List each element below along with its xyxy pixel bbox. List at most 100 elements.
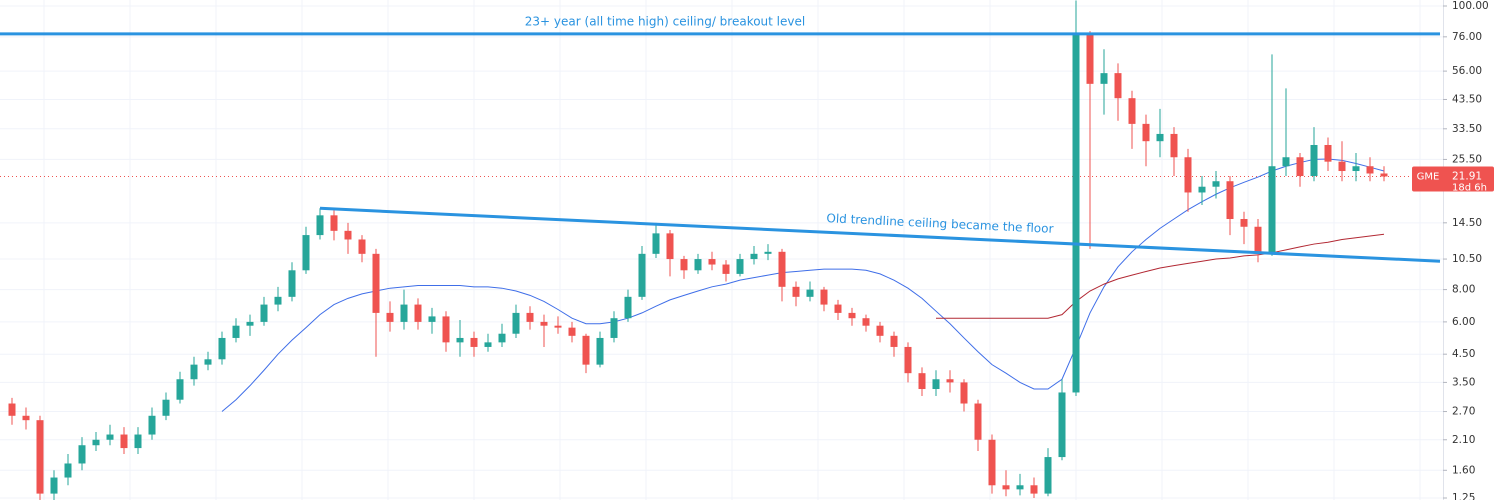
candle-body — [1254, 226, 1262, 254]
candle-body — [1044, 457, 1052, 494]
candle-body — [1058, 392, 1066, 458]
candle-body — [848, 312, 856, 319]
y-tick-label: 25.50 — [1452, 153, 1482, 165]
y-tick-label: 4.50 — [1452, 348, 1475, 360]
candle-body — [792, 286, 800, 297]
candle-body — [204, 359, 212, 365]
candle-body — [1100, 73, 1108, 84]
candle-body — [960, 382, 968, 404]
candle-body — [694, 259, 702, 271]
candle-body — [736, 259, 744, 274]
y-tick-label: 10.50 — [1452, 253, 1482, 265]
candle-body — [946, 379, 954, 383]
candle-body — [36, 420, 44, 494]
candle-body — [1296, 157, 1304, 177]
candle-body — [344, 230, 352, 240]
candle-body — [764, 251, 772, 254]
candle-body — [50, 477, 58, 494]
moving-average — [221, 158, 1385, 412]
candle-body — [8, 403, 16, 416]
candle-body — [820, 289, 828, 305]
y-tick-label: 56.00 — [1452, 65, 1482, 77]
candle-body — [1352, 166, 1360, 172]
candle-body — [624, 296, 632, 319]
candle-body — [722, 264, 730, 274]
candle-body — [890, 335, 898, 347]
candle-body — [162, 399, 170, 416]
candle-body — [1114, 73, 1122, 99]
candle-body — [932, 379, 940, 390]
candle-body — [218, 337, 226, 360]
candle-body — [834, 304, 842, 313]
candle-body — [1142, 123, 1150, 142]
symbol-label: GME — [1417, 171, 1440, 182]
candle-body — [1212, 181, 1220, 187]
candle-body — [1128, 98, 1136, 124]
candle-body — [988, 439, 996, 486]
candle-body — [470, 337, 478, 347]
candle-body — [1016, 485, 1024, 490]
trendline — [319, 206, 1441, 263]
candle-body — [358, 239, 366, 254]
candle-body — [106, 434, 114, 440]
candle-body — [260, 304, 268, 322]
candle-body — [904, 346, 912, 374]
last-price-label: 21.91 — [1452, 170, 1482, 182]
candle-body — [1268, 166, 1276, 254]
y-tick-label: 1.60 — [1452, 464, 1475, 476]
candle-body — [78, 445, 86, 464]
candle-body — [1002, 485, 1010, 490]
y-tick-label: 76.00 — [1452, 31, 1482, 43]
candle-body — [246, 321, 254, 326]
candle-body — [456, 337, 464, 343]
moving-average — [936, 233, 1385, 319]
y-tick-label: 2.10 — [1452, 434, 1475, 446]
candle-body — [288, 270, 296, 297]
countdown-label: 18d 6h — [1452, 182, 1487, 193]
candle-body — [680, 259, 688, 271]
candle-body — [22, 415, 30, 421]
candle-body — [1310, 144, 1318, 177]
annotation: 23+ year (all time high) ceiling/ breako… — [525, 15, 805, 29]
candle-body — [974, 403, 982, 440]
candle-body — [1324, 144, 1332, 162]
candle-body — [1226, 181, 1234, 220]
y-tick-label: 33.50 — [1452, 123, 1482, 135]
y-tick-label: 100.00 — [1452, 0, 1489, 12]
y-tick-label: 43.50 — [1452, 93, 1482, 105]
candle-body — [1156, 133, 1164, 142]
candle-body — [876, 325, 884, 336]
y-tick-label: 6.00 — [1452, 316, 1475, 328]
candle-body — [148, 415, 156, 435]
candle-body — [442, 316, 450, 343]
candle-body — [918, 373, 926, 390]
candle-body — [1338, 161, 1346, 172]
candle-body — [708, 259, 716, 265]
candle-body — [232, 325, 240, 338]
candle-body — [568, 327, 576, 336]
candle-body — [512, 312, 520, 334]
candle-body — [1198, 186, 1206, 193]
candle-body — [498, 333, 506, 343]
candle-body — [274, 296, 282, 305]
candle-body — [316, 215, 324, 236]
y-tick-label: 3.50 — [1452, 376, 1475, 388]
candle-body — [64, 463, 72, 478]
candle-body — [778, 251, 786, 287]
candle-body — [190, 364, 198, 380]
candle-body — [92, 439, 100, 446]
candle-body — [1072, 33, 1080, 393]
candle-body — [596, 337, 604, 365]
candle-body — [540, 321, 548, 326]
candle-body — [428, 316, 436, 322]
candle-body — [666, 233, 674, 260]
candle-body — [176, 379, 184, 400]
candle-body — [386, 312, 394, 322]
candle-body — [1240, 219, 1248, 227]
candle-body — [1282, 157, 1290, 167]
candle-body — [120, 434, 128, 449]
y-tick-label: 14.50 — [1452, 217, 1482, 229]
candle-body — [554, 325, 562, 328]
